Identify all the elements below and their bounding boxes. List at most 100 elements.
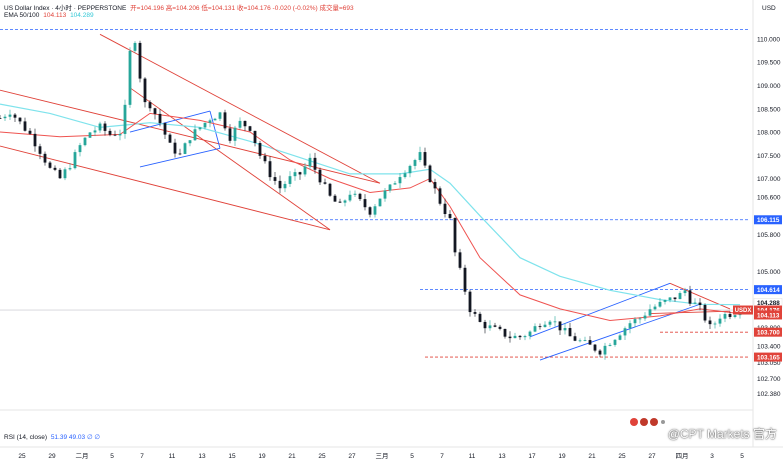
candle-body — [373, 206, 377, 215]
candle-body — [28, 130, 32, 134]
rsi-values: 51.39 49.03 ∅ ∅ — [50, 434, 101, 441]
price-tag-label: 106.115 — [757, 217, 780, 224]
candle-body — [33, 133, 37, 147]
downtrend-channel-line[interactable] — [0, 89, 381, 184]
candle-body — [238, 120, 242, 128]
candle-body — [653, 306, 657, 310]
candle-body — [468, 291, 472, 313]
candle-body — [573, 336, 577, 341]
flag-channel-line[interactable] — [139, 147, 221, 168]
time-tick-label: 27 — [648, 453, 656, 460]
candle-body — [293, 172, 297, 177]
downtrend-channel-line[interactable] — [129, 87, 331, 231]
candle-body — [613, 339, 617, 345]
candle-body — [48, 162, 52, 168]
candle-body — [418, 152, 422, 161]
downtrend-channel-line[interactable] — [0, 145, 331, 231]
candle-body — [113, 134, 117, 136]
legend-ema-row: EMA 50/100 104.113 104.289 — [4, 12, 96, 19]
downtrend-channel-line[interactable] — [99, 33, 381, 184]
candle-body — [668, 297, 672, 301]
candle-body — [208, 120, 212, 123]
candle-body — [568, 328, 572, 337]
candle-body — [83, 137, 87, 146]
wedge-line[interactable] — [649, 310, 731, 315]
candle-body — [233, 127, 237, 141]
candle-body — [63, 169, 67, 179]
ema-label[interactable]: EMA 50/100 — [4, 12, 40, 19]
candle-body — [88, 132, 92, 138]
symbol-tag — [733, 305, 753, 315]
candle-body — [413, 160, 417, 166]
time-tick-label: 25 — [618, 453, 626, 460]
price-tag-label: 104.288 — [757, 300, 780, 307]
price-tick-label: 102.700 — [757, 376, 781, 383]
price-labels: 106.115104.614104.288USDX104.176104.1131… — [733, 215, 783, 362]
price-tag — [754, 352, 782, 362]
flag-channel-line[interactable] — [209, 110, 221, 149]
candle-body — [713, 323, 717, 325]
rsi-legend: RSI (14, close) 51.39 49.03 ∅ ∅ — [4, 433, 102, 441]
watermark-logo-icon — [630, 418, 638, 426]
candle-body — [253, 130, 257, 143]
time-axis[interactable]: 25 29 二月 5 7 11 13 15 19 21 25 27 三月 5 7 11 13 17 19 21 25 27… — [18, 452, 744, 460]
candle-body — [598, 350, 602, 355]
candle-body — [18, 117, 22, 122]
candle-body — [363, 199, 367, 208]
price-tick-label: 109.000 — [757, 83, 781, 90]
rsi-label[interactable]: RSI (14, close) — [4, 434, 47, 441]
candle-body — [633, 319, 637, 324]
candle-body — [423, 152, 427, 166]
candle-body — [433, 182, 437, 189]
ohlc-values: 开=104.196 高=104.206 低=104.131 收=104.176 … — [130, 5, 354, 12]
candle-body — [728, 313, 732, 317]
candle-body — [158, 113, 162, 124]
time-tick-label: 27 — [348, 453, 356, 460]
candle-body — [378, 198, 382, 207]
candle-body — [138, 42, 142, 79]
price-axis[interactable]: 110.000 109.500 109.000 108.500 108.000 107.5… — [757, 36, 781, 398]
candle-body — [263, 155, 267, 162]
ema100-value: 104.289 — [70, 12, 94, 19]
ema-lines — [0, 103, 741, 322]
time-tick-label: 5 — [740, 453, 744, 460]
candle-body — [443, 203, 447, 215]
candle-body — [108, 130, 112, 135]
candle-body — [733, 315, 737, 317]
candle-body — [333, 195, 337, 202]
flag-channel-line[interactable] — [129, 110, 211, 133]
rising-channel-line[interactable] — [529, 282, 671, 338]
candle-body — [298, 172, 302, 175]
candle-body — [718, 318, 722, 324]
price-tick-label: 108.500 — [757, 106, 781, 113]
drawings[interactable] — [0, 29, 750, 361]
time-tick-label: 7 — [140, 453, 144, 460]
price-tag — [754, 310, 782, 320]
watermark-icons — [629, 414, 665, 432]
candle-body — [218, 112, 222, 119]
price-tick-label: 103.400 — [757, 344, 781, 351]
time-tick-label: 25 — [18, 453, 26, 460]
candle-body — [523, 336, 527, 338]
price-tag — [754, 327, 782, 337]
time-tick-label: 13 — [198, 453, 206, 460]
candle-body — [473, 312, 477, 314]
candle-body — [388, 184, 392, 191]
candle-body — [708, 320, 712, 325]
price-tick-label: 110.000 — [757, 36, 780, 43]
ema100-line — [0, 103, 741, 306]
time-tick-label: 11 — [169, 453, 176, 460]
candle-body — [723, 313, 727, 319]
candle-body — [513, 335, 517, 339]
candle-body — [588, 340, 592, 345]
candle-body — [503, 328, 507, 337]
price-tick-label: 107.500 — [757, 153, 781, 160]
currency-label[interactable]: USD — [762, 5, 776, 12]
time-tick-label: 29 — [48, 453, 56, 460]
candle-body — [543, 324, 547, 328]
candle-body — [583, 340, 587, 341]
price-tick-label: 103.050 — [757, 360, 781, 367]
symbol-title[interactable]: US Dollar Index · 4小时 · PEPPERSTONE — [4, 5, 127, 12]
